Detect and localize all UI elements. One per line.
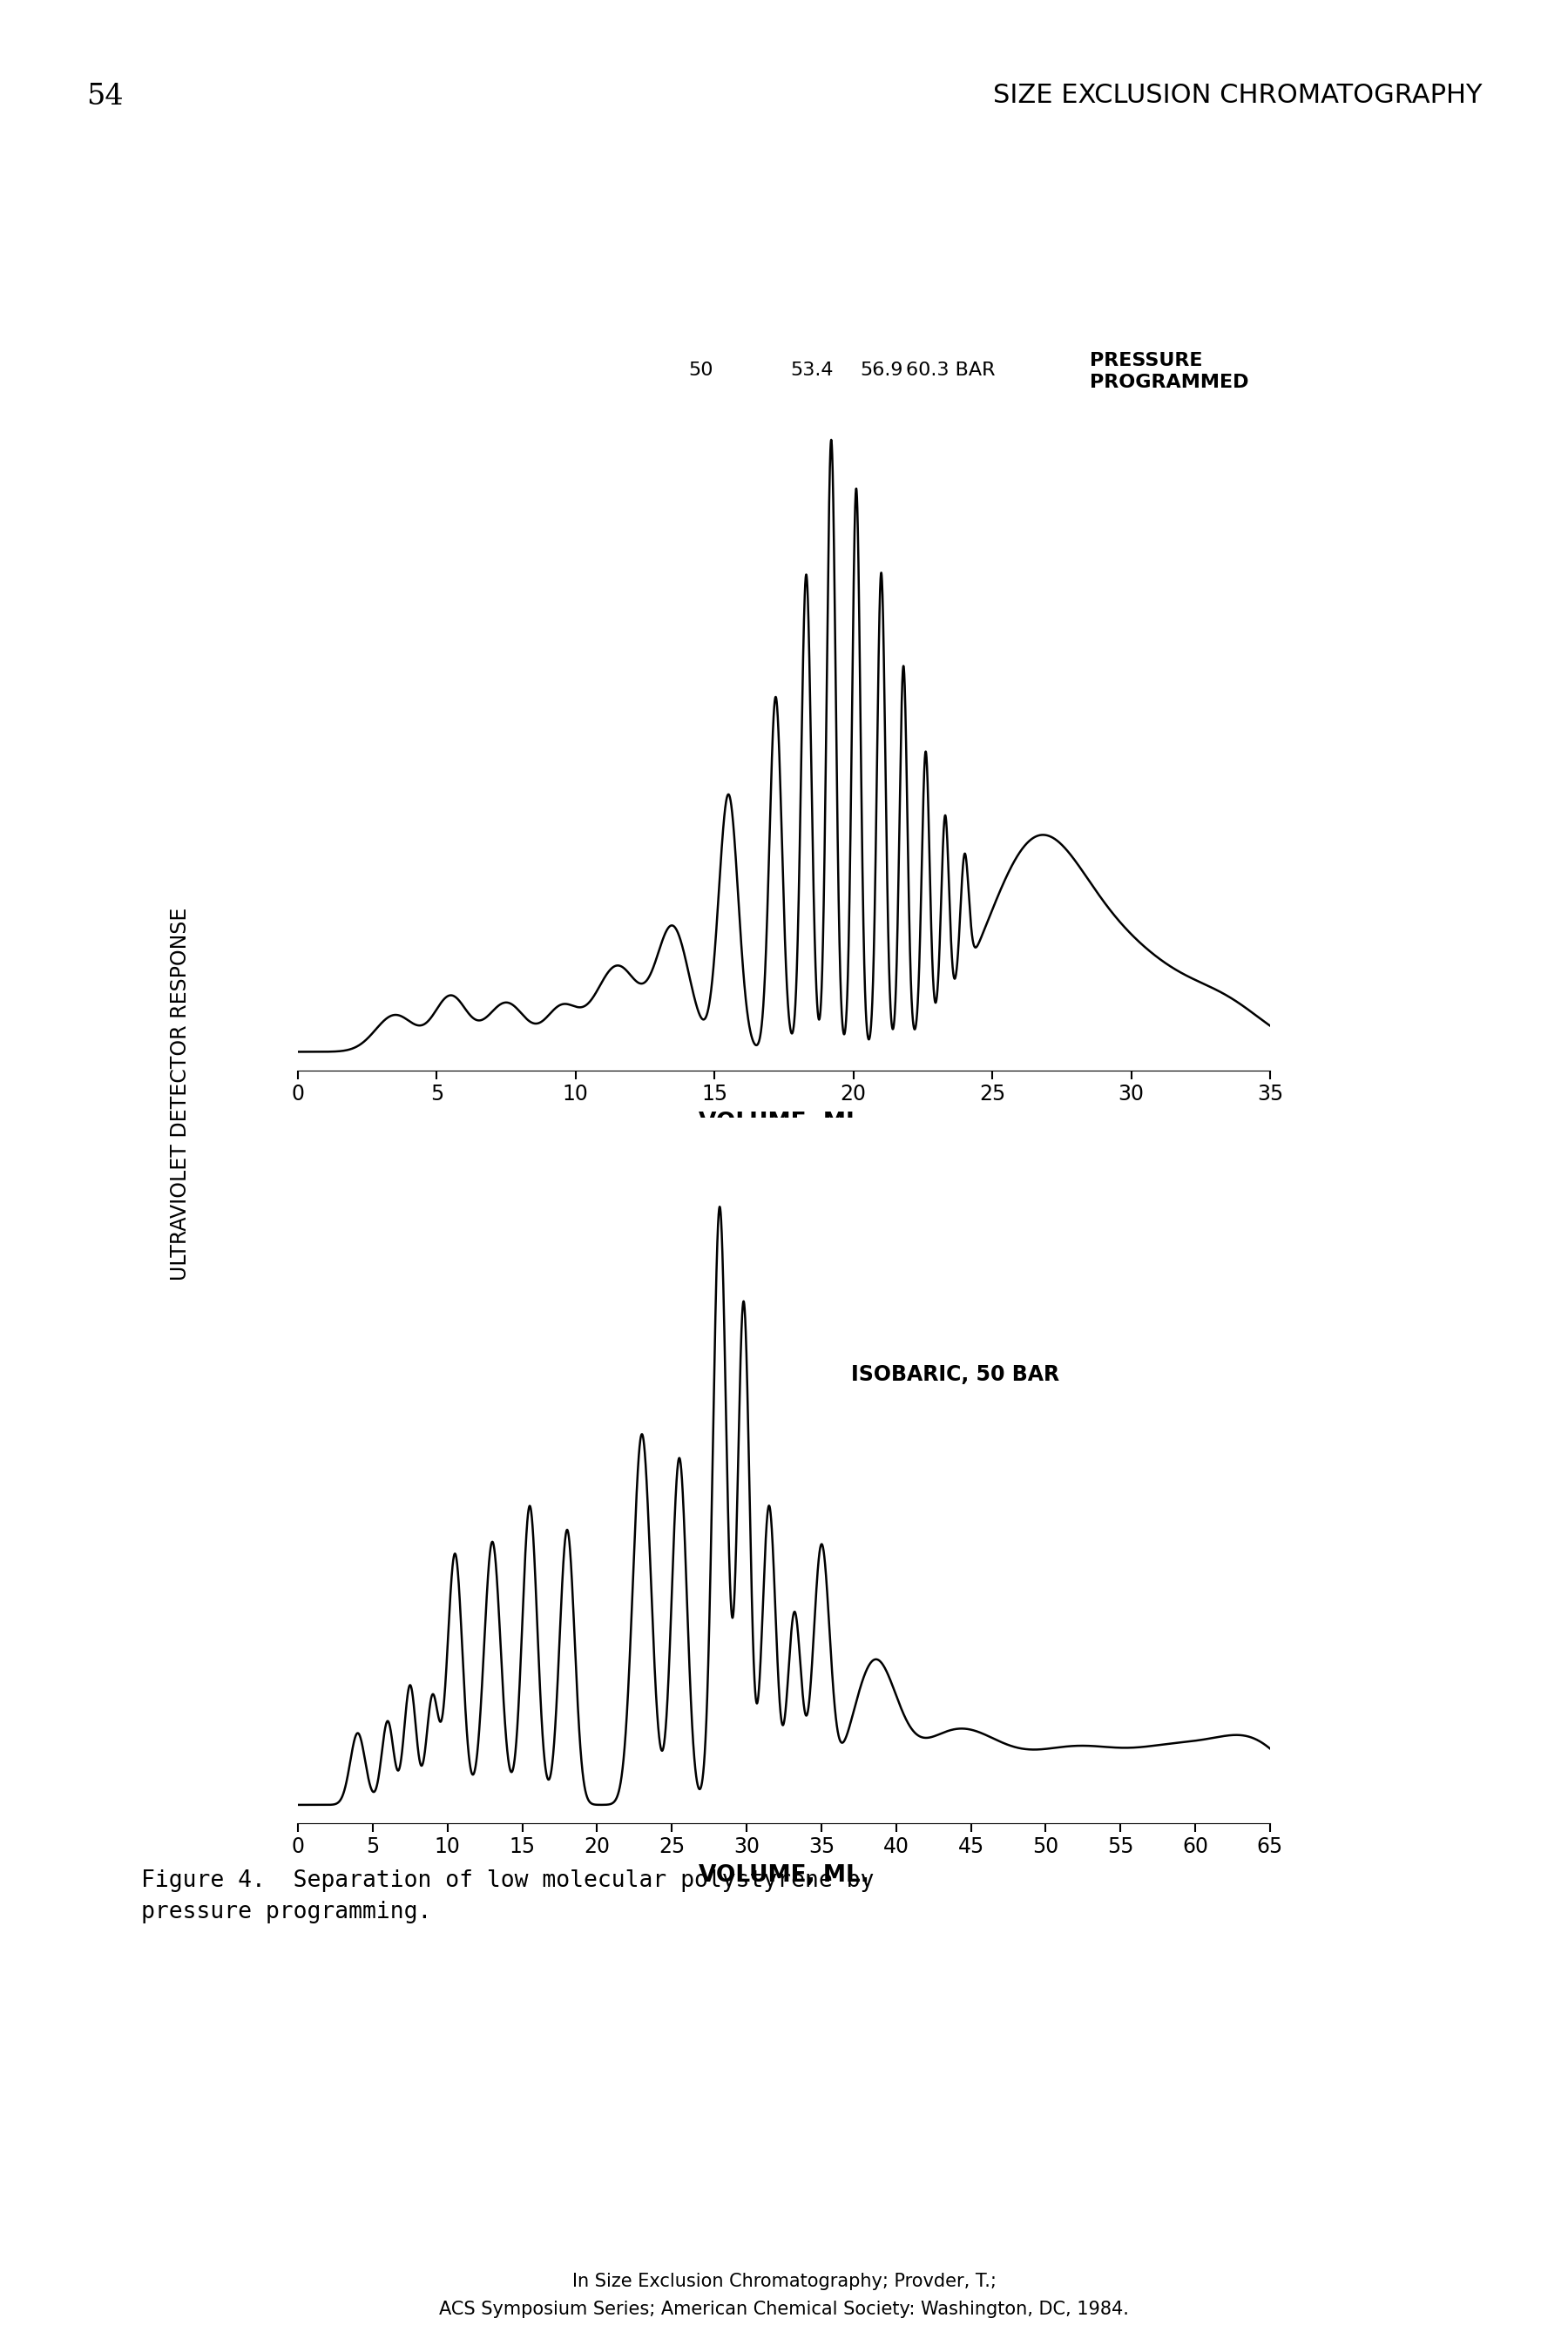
Text: 60.3 BAR: 60.3 BAR (906, 362, 996, 379)
X-axis label: VOLUME, ML.: VOLUME, ML. (699, 1865, 869, 1886)
Text: 50: 50 (688, 362, 713, 379)
Text: 53.4: 53.4 (790, 362, 833, 379)
Text: 54: 54 (86, 82, 124, 111)
X-axis label: VOLUME, ML.: VOLUME, ML. (699, 1112, 869, 1134)
Text: 56.9: 56.9 (859, 362, 903, 379)
Text: ACS Symposium Series; American Chemical Society: Washington, DC, 1984.: ACS Symposium Series; American Chemical … (439, 2300, 1129, 2319)
Text: Figure 4.  Separation of low molecular polystyrene by
pressure programming.: Figure 4. Separation of low molecular po… (141, 1870, 873, 1924)
Text: PRESSURE
PROGRAMMED: PRESSURE PROGRAMMED (1090, 353, 1248, 390)
Text: In Size Exclusion Chromatography; Provder, T.;: In Size Exclusion Chromatography; Provde… (572, 2272, 996, 2291)
Text: ULTRAVIOLET DETECTOR RESPONSE: ULTRAVIOLET DETECTOR RESPONSE (169, 908, 191, 1279)
Text: ISOBARIC, 50 BAR: ISOBARIC, 50 BAR (851, 1364, 1060, 1385)
Text: SIZE EXCLUSION CHROMATOGRAPHY: SIZE EXCLUSION CHROMATOGRAPHY (993, 82, 1482, 108)
